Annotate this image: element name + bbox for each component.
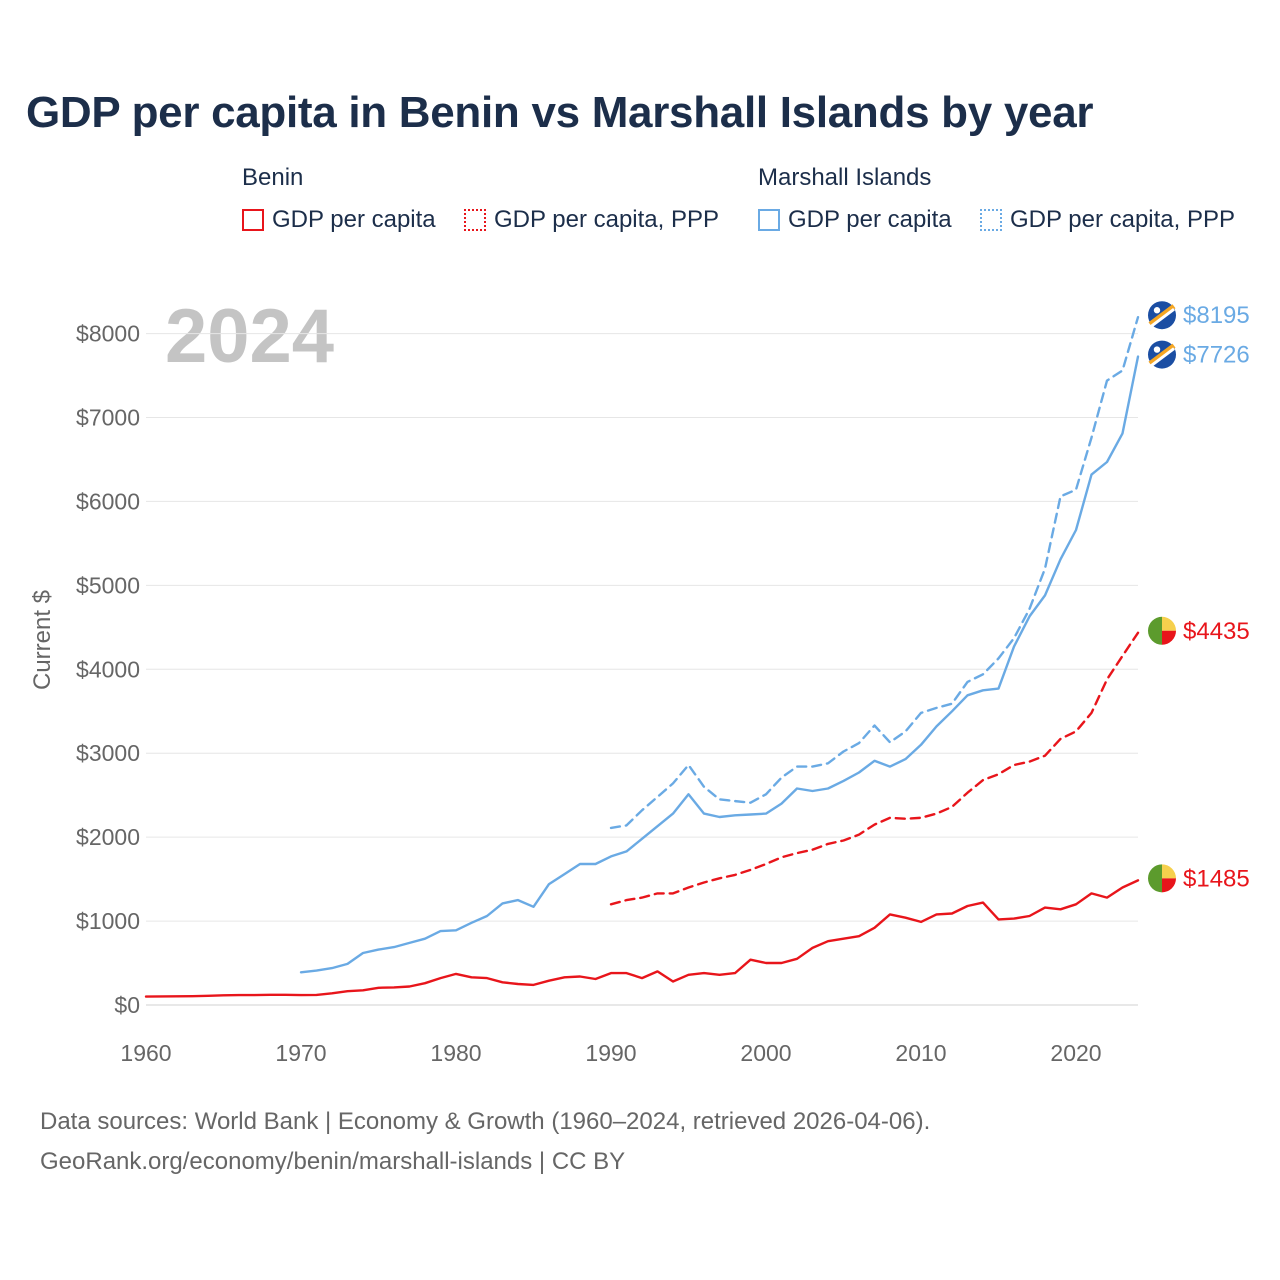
marshall-flag-star [1153,346,1161,353]
benin-flag-yellow [1162,864,1176,879]
legend-swatch-dotted [980,209,1002,231]
x-tick-label: 1970 [275,1040,326,1066]
series-line-2 [609,631,1140,906]
legend-label: GDP per capita, PPP [494,206,719,233]
y-tick-label: $2000 [76,824,140,850]
x-tick-label: 1980 [430,1040,481,1066]
legend-group-benin: Benin [242,164,304,191]
marshall-flag-star [1153,307,1161,314]
legend-marshall-gdp[interactable]: GDP per capita [758,206,952,234]
end-value-label: $8195 [1183,302,1250,329]
end-value-label: $7726 [1183,342,1250,369]
marshall-flag-white-stripe [1149,308,1175,329]
end-value-label: $4435 [1183,618,1250,645]
y-tick-label: $1000 [76,908,140,934]
line-chart: 2024 $0 $1000 $2000 $3000 $4000 $5000 $6000 $700… [29,294,1250,1066]
y-tick-label: $0 [114,992,140,1018]
legend-group-marshall-islands: Marshall Islands [758,164,932,191]
legend-label: GDP per capita [272,206,436,233]
benin-flag-green [1148,616,1162,645]
legend-marshall-gdp-ppp[interactable]: GDP per capita, PPP [980,206,1235,234]
marshall-flag-white-stripe [1149,347,1175,368]
x-tick-label: 2010 [895,1040,946,1066]
chart-title: GDP per capita in Benin vs Marshall Isla… [26,88,1094,137]
marshall-flag-orange-stripe [1148,304,1176,327]
series-line-3 [144,879,1140,998]
x-tick-label: 1990 [585,1040,636,1066]
legend-benin-gdp-ppp[interactable]: GDP per capita, PPP [464,206,719,234]
legend-swatch-solid [758,209,780,231]
x-tick-label: 1960 [120,1040,171,1066]
benin-flag-green [1148,864,1162,893]
benin-flag-yellow [1162,616,1176,631]
y-tick-label: $6000 [76,488,140,514]
y-tick-label: $4000 [76,656,140,682]
marshall-flag-orange-stripe [1148,343,1176,366]
x-tick-label: 2020 [1050,1040,1101,1066]
legend-swatch-dotted [464,209,486,231]
x-tick-label: 2000 [740,1040,791,1066]
end-value-label: $1485 [1183,865,1250,892]
year-watermark: 2024 [165,294,334,379]
y-tick-label: $8000 [76,321,140,347]
legend-swatch-solid [242,209,264,231]
footer-credit[interactable]: GeoRank.org/economy/benin/marshall-islan… [40,1148,626,1175]
y-tick-label: $3000 [76,740,140,766]
y-axis-label: Current $ [29,590,56,690]
benin-flag-red [1162,630,1176,645]
series-line-0 [609,316,1140,830]
legend-label: GDP per capita [788,206,952,233]
benin-flag-red [1162,878,1176,893]
footer-sources: Data sources: World Bank | Economy & Gro… [40,1108,931,1135]
legend-benin-gdp[interactable]: GDP per capita [242,206,436,234]
y-tick-label: $5000 [76,572,140,598]
series-line-1 [299,355,1140,974]
legend-label: GDP per capita, PPP [1010,206,1235,233]
y-tick-label: $7000 [76,405,140,431]
